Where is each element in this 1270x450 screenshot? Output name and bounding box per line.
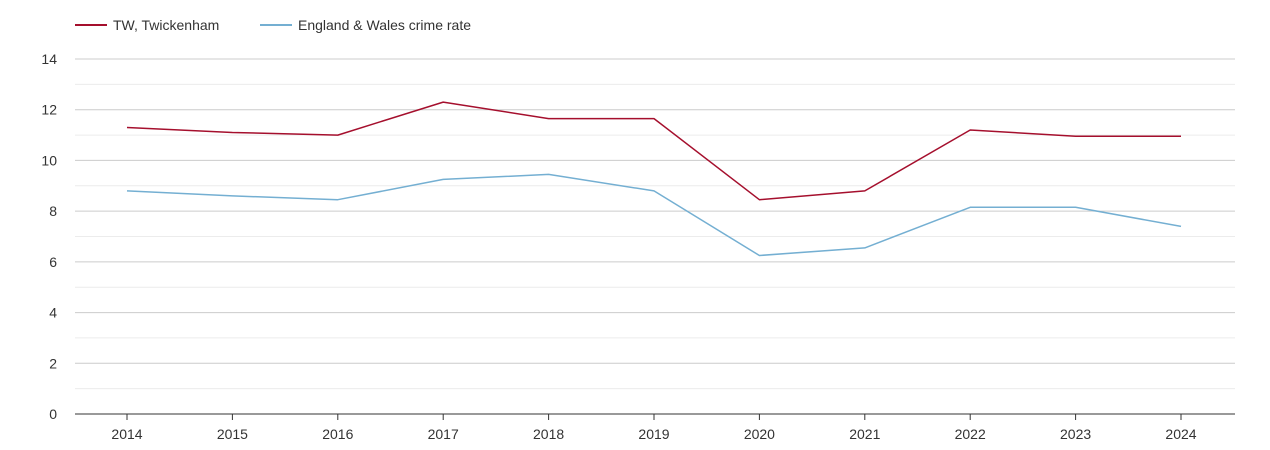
x-tick-label: 2023: [1060, 426, 1091, 442]
y-tick-label: 10: [41, 152, 57, 168]
x-tick-label: 2018: [533, 426, 564, 442]
x-tick-label: 2020: [744, 426, 775, 442]
legend-label-twickenham: TW, Twickenham: [113, 17, 219, 33]
y-tick-label: 14: [41, 51, 57, 67]
series-lines: [126, 101, 1182, 257]
x-tick-label: 2022: [955, 426, 986, 442]
y-tick-label: 4: [49, 305, 57, 321]
legend-label-england-wales: England & Wales crime rate: [298, 17, 471, 33]
chart-legend: TW, Twickenham England & Wales crime rat…: [75, 17, 471, 33]
y-tick-label: 8: [49, 203, 57, 219]
y-tick-label: 2: [49, 355, 57, 371]
legend-item-twickenham[interactable]: TW, Twickenham: [75, 17, 219, 33]
x-tick-label: 2017: [428, 426, 459, 442]
legend-item-england-wales[interactable]: England & Wales crime rate: [260, 17, 471, 33]
y-axis: 0 2 4 6 8 10 12 14: [41, 51, 57, 422]
x-tick-label: 2015: [217, 426, 248, 442]
series-line-england-wales[interactable]: [126, 173, 1182, 257]
y-tick-label: 12: [41, 102, 57, 118]
x-tick-label: 2016: [322, 426, 353, 442]
series-line-twickenham[interactable]: [126, 101, 1181, 201]
x-tick-label: 2019: [638, 426, 669, 442]
x-tick-label: 2024: [1165, 426, 1196, 442]
x-tick-label: 2014: [111, 426, 142, 442]
y-tick-label: 0: [49, 406, 57, 422]
y-tick-label: 6: [49, 254, 57, 270]
x-axis: 2014 2015 2016 2017 2018 2019 2020 2021 2022 2023…: [75, 413, 1235, 442]
x-tick-label: 2021: [849, 426, 880, 442]
grid-lines: [75, 58, 1235, 390]
